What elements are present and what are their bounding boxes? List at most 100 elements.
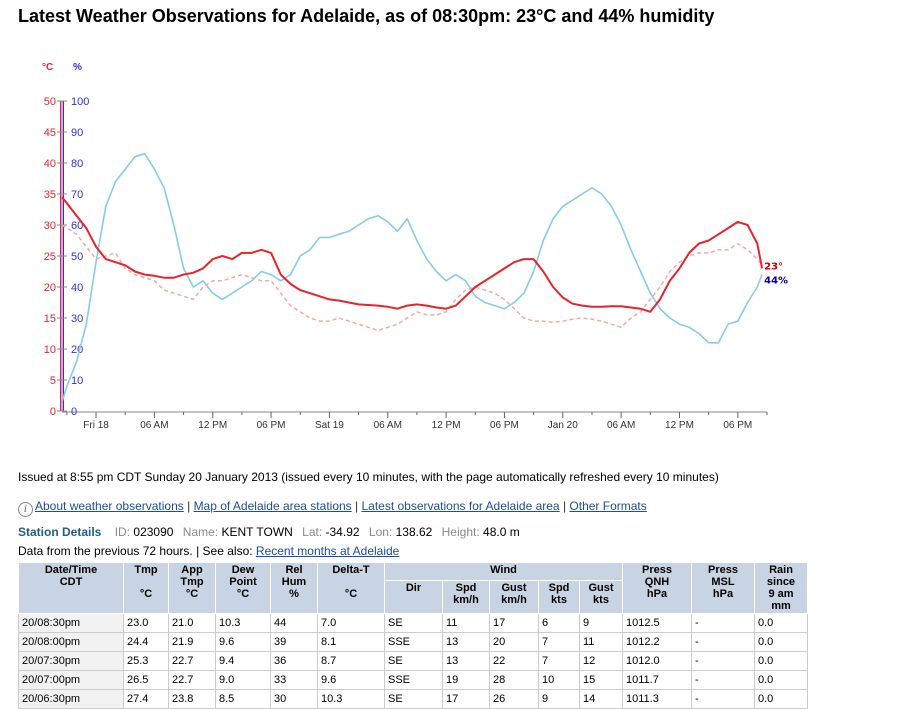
cell-dew-point: 8.5: [215, 689, 271, 709]
cell-press-qnh: 1012.2: [622, 632, 692, 652]
header-delta-t: Delta-T °C: [317, 562, 385, 614]
y-tick-label-hum: 0: [71, 406, 77, 418]
header-rel-hum: Rel Hum%: [270, 562, 318, 614]
x-tick-label: Sat 19: [315, 420, 344, 431]
y-tick-label-temp: 30: [44, 220, 56, 232]
table-row: 20/07:00pm 26.5 22.7 9.0 33 9.6 SSE 19 28 10 15 101…: [18, 670, 808, 690]
link-separator: |: [183, 499, 194, 513]
cell-dew-point: 9.0: [215, 670, 271, 690]
cell-rain: 0.0: [754, 689, 808, 709]
cell-wind-spd-kmh: 17: [442, 689, 490, 709]
cell-wind-spd-kts: 7: [538, 651, 580, 671]
y-tick-label-temp: 15: [44, 313, 56, 325]
cell-wind-gust-kts: 9: [579, 613, 623, 633]
cell-press-qnh: 1011.7: [622, 670, 692, 690]
data-from-text: Data from the previous 72 hours. | See a…: [18, 544, 399, 558]
link-separator: |: [351, 499, 362, 513]
cell-app-tmp: 21.0: [168, 613, 216, 633]
x-tick-label: 06 PM: [490, 420, 519, 431]
station-lat-value: -34.92: [325, 525, 360, 539]
header-wind-spd-kts: Spd kts: [538, 580, 580, 614]
y-tick-label-temp: 0: [50, 406, 56, 418]
station-lat-label: Lat:: [302, 525, 323, 539]
recent-months-link[interactable]: Recent months at Adelaide: [255, 544, 400, 558]
page-title: Latest Weather Observations for Adelaide…: [18, 6, 715, 26]
cell-tmp: 25.3: [123, 651, 169, 671]
y-tick-label-hum: 60: [71, 220, 83, 232]
y-tick-label-hum: 80: [71, 158, 83, 170]
cell-wind-gust-kmh: 22: [489, 651, 539, 671]
y-tick-label-temp: 10: [44, 344, 56, 356]
cell-wind-spd-kts: 10: [538, 670, 580, 690]
cell-wind-spd-kts: 6: [538, 613, 580, 633]
cell-press-msl: -: [691, 613, 755, 633]
temp-end-label: 23°: [764, 261, 783, 272]
cell-wind-gust-kts: 15: [579, 670, 623, 690]
data-from-label: Data from the previous 72 hours. | See a…: [18, 544, 256, 558]
cell-press-qnh: 1012.5: [622, 613, 692, 633]
cell-delta-t: 9.6: [317, 670, 385, 690]
cell-rain: 0.0: [754, 651, 808, 671]
station-details: Station Details ID: 023090 Name: KENT TO…: [18, 525, 520, 539]
links-bar: i About weather observations | Map of Ade…: [18, 499, 647, 517]
cell-wind-spd-kmh: 13: [442, 651, 490, 671]
cell-dew-point: 9.6: [215, 632, 271, 652]
cell-wind-spd-kts: 7: [538, 632, 580, 652]
cell-wind-spd-kmh: 19: [442, 670, 490, 690]
humidity-series-line: [61, 152, 763, 402]
about-observations-link[interactable]: About weather observations: [35, 499, 184, 513]
x-tick-label: 06 AM: [607, 420, 635, 431]
table-row: 20/07:30pm 25.3 22.7 9.4 36 8.7 SE 13 22 7 12 1012.…: [18, 651, 808, 671]
y-tick-label-temp: 20: [44, 282, 56, 294]
cell-press-msl: -: [691, 670, 755, 690]
observations-table: Date/Time CDT Tmp °C App Tmp °C Dew Point °C R…: [18, 561, 808, 709]
header-press-qnh: Press QNH hPa: [622, 562, 692, 614]
cell-tmp: 27.4: [123, 689, 169, 709]
table-row: 20/08:00pm 24.4 21.9 9.6 39 8.1 SSE 13 20 7 11 1012…: [18, 632, 808, 652]
x-tick-label: 12 PM: [665, 420, 694, 431]
issued-text: Issued at 8:55 pm CDT Sunday 20 January …: [18, 470, 719, 484]
cell-tmp: 26.5: [123, 670, 169, 690]
table-row: 20/06:30pm 27.4 23.8 8.5 30 10.3 SE 17 26 9 14 1011…: [18, 689, 808, 709]
cell-delta-t: 7.0: [317, 613, 385, 633]
other-formats-link[interactable]: Other Formats: [569, 499, 647, 513]
hum-unit-label: %: [73, 62, 82, 73]
cell-wind-gust-kmh: 28: [489, 670, 539, 690]
cell-app-tmp: 22.7: [168, 670, 216, 690]
temp-unit-label: °C: [42, 62, 53, 73]
cell-tmp: 23.0: [123, 613, 169, 633]
cell-rel-hum: 44: [270, 613, 318, 633]
y-tick-label-hum: 70: [71, 189, 83, 201]
cell-rain: 0.0: [754, 670, 808, 690]
cell-delta-t: 8.7: [317, 651, 385, 671]
cell-wind-dir: SSE: [384, 632, 443, 652]
cell-datetime: 20/07:00pm: [18, 670, 124, 690]
y-tick-label-temp: 5: [50, 375, 56, 387]
cell-press-qnh: 1012.0: [622, 651, 692, 671]
cell-datetime: 20/08:00pm: [18, 632, 124, 652]
cell-press-msl: -: [691, 651, 755, 671]
station-height-value: 48.0 m: [483, 525, 520, 539]
cell-wind-spd-kts: 9: [538, 689, 580, 709]
cell-app-tmp: 22.7: [168, 651, 216, 671]
cell-wind-gust-kts: 12: [579, 651, 623, 671]
header-rain: Rain since 9 am mm: [754, 562, 808, 614]
cell-datetime: 20/06:30pm: [18, 689, 124, 709]
cell-rel-hum: 36: [270, 651, 318, 671]
cell-rel-hum: 33: [270, 670, 318, 690]
station-height-label: Height:: [441, 525, 480, 539]
cell-dew-point: 9.4: [215, 651, 271, 671]
cell-tmp: 24.4: [123, 632, 169, 652]
station-id-value: 023090: [133, 525, 174, 539]
cell-app-tmp: 23.8: [168, 689, 216, 709]
map-stations-link[interactable]: Map of Adelaide area stations: [193, 499, 352, 513]
x-tick-label: 06 AM: [374, 420, 402, 431]
cell-datetime: 20/07:30pm: [18, 651, 124, 671]
cell-wind-dir: SE: [384, 613, 443, 633]
station-id-label: ID:: [114, 525, 131, 539]
y-tick-label-temp: 40: [44, 158, 56, 170]
y-tick-label-temp: 35: [44, 189, 56, 201]
latest-observations-link[interactable]: Latest observations for Adelaide area: [361, 499, 560, 513]
cell-wind-spd-kmh: 13: [442, 632, 490, 652]
header-app-tmp: App Tmp °C: [168, 562, 216, 614]
